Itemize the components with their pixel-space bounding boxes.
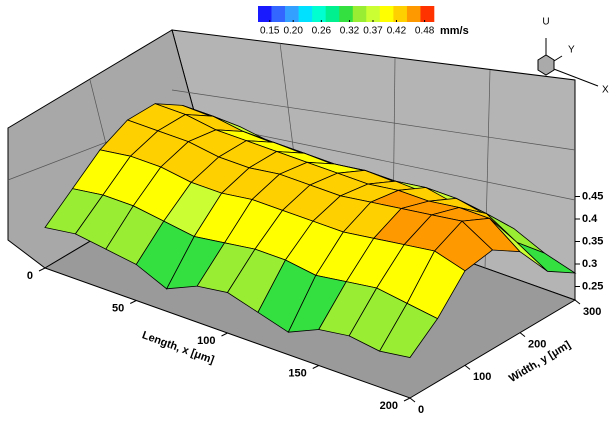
- colorbar-label: 0.32: [340, 26, 360, 37]
- z-tick-label: 0.3: [582, 258, 597, 270]
- triad-x: X: [602, 85, 609, 96]
- y-tick: [409, 397, 416, 403]
- colorbar-swatch: [393, 6, 408, 22]
- y-tick: [574, 299, 581, 305]
- x-tick: [221, 332, 228, 337]
- colorbar-label: 0.20: [283, 26, 303, 37]
- x-tick-label: 100: [197, 335, 215, 347]
- x-tick: [403, 397, 411, 402]
- z-tick-label: 0.4: [582, 213, 598, 225]
- colorbar-swatch: [271, 6, 286, 22]
- colorbar-label: 0.15: [260, 26, 280, 37]
- x-tick-label: 200: [380, 400, 398, 412]
- colorbar-swatch: [379, 6, 394, 22]
- colorbar-label: 0.42: [387, 26, 407, 37]
- y-tick: [519, 332, 526, 338]
- colorbar-swatch: [420, 6, 435, 22]
- x-tick-label: 150: [288, 367, 306, 379]
- colorbar-unit: mm/s: [440, 25, 469, 37]
- x-tick-label: 50: [112, 302, 124, 314]
- x-tick-label: 0: [27, 270, 33, 282]
- colorbar-swatch: [312, 6, 326, 22]
- colorbar-swatch: [406, 6, 421, 22]
- y-tick-label: 200: [528, 339, 546, 351]
- colorbar-swatch: [325, 6, 340, 22]
- colorbar-swatch: [258, 6, 272, 22]
- colorbar-swatch: [298, 6, 313, 22]
- z-tick-label: 0.25: [582, 280, 603, 292]
- surface-cell: [516, 242, 577, 274]
- x-tick: [130, 300, 137, 304]
- colorbar-label: 0.26: [312, 26, 332, 37]
- triad: [537, 38, 599, 87]
- triad-y: Y: [568, 45, 575, 56]
- colorbar-swatch: [339, 6, 354, 22]
- z-tick-label: 0.45: [582, 190, 603, 202]
- surface-cell: [378, 302, 439, 358]
- y-tick-label: 100: [473, 371, 491, 383]
- y-tick-label: 300: [583, 306, 601, 318]
- x-tick: [38, 267, 46, 272]
- triad-u: U: [542, 17, 549, 28]
- surface: [44, 103, 577, 358]
- y-tick: [464, 364, 471, 370]
- colorbar-swatch: [352, 6, 367, 22]
- colorbar-swatch: [366, 6, 381, 22]
- x-tick: [312, 365, 319, 369]
- colorbar-label: 0.37: [363, 26, 383, 37]
- colorbar-label: 0.48: [415, 26, 435, 37]
- colorbar-swatch: [285, 6, 299, 22]
- y-tick-label: 0: [418, 404, 424, 416]
- z-tick-label: 0.35: [582, 235, 603, 247]
